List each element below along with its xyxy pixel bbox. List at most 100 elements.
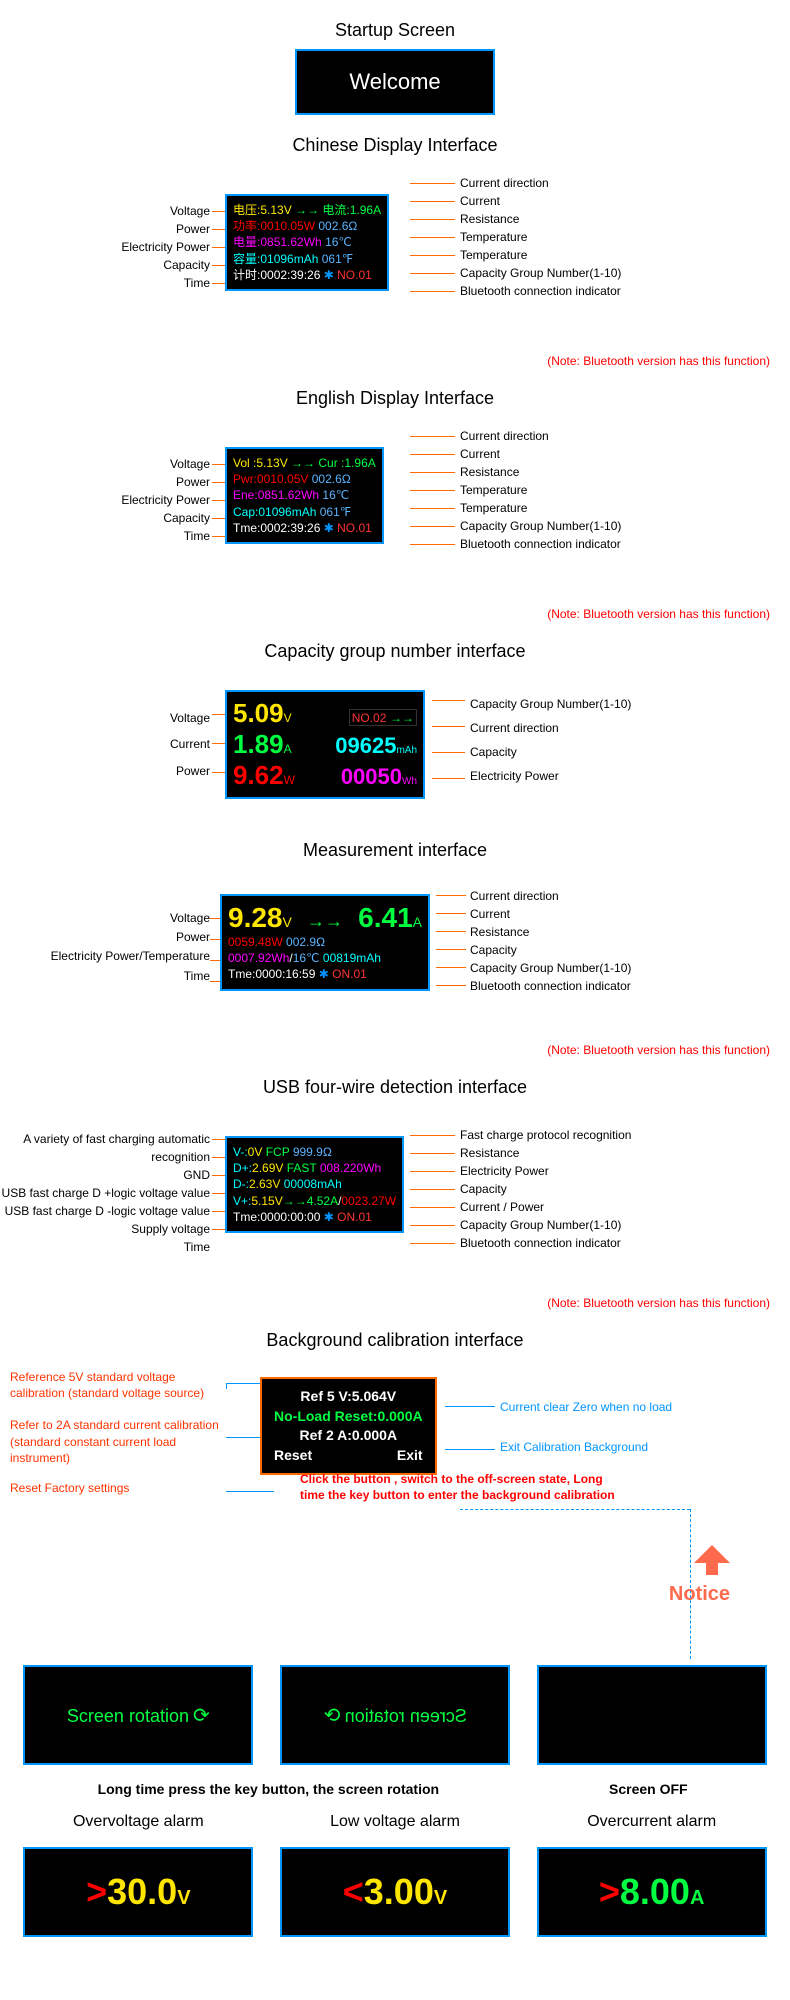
right-label: Current direction [460,427,621,445]
alarm-title-1: Low voltage alarm [272,1813,519,1831]
alarm-title-2: Overcurrent alarm [528,1813,775,1831]
left-label: A variety of fast charging automatic rec… [0,1130,210,1166]
right-label: Current direction [470,716,631,740]
alarm-title-0: Overvoltage alarm [15,1813,262,1831]
measure-lcd: 9.28V →→ 6.41A 0059.48W 002.9Ω 0007.92Wh… [220,894,430,991]
left-label: Electricity Power/Temperature [0,947,210,966]
lcd-row: V+:5.15V→→4.52A/0023.27W [233,1193,396,1209]
english-note: (Note: Bluetooth version has this functi… [0,607,790,621]
right-label: Current [470,905,631,923]
right-label: Electricity Power [470,764,631,788]
screen-row: Screen rotation⟳ Screen rotation⟳ [15,1665,775,1765]
right-label: Capacity Group Number(1-10) [460,264,621,282]
lcd-row: D+:2.69V FAST 008.220Wh [233,1160,396,1176]
right-label: Temperature [460,481,621,499]
left-label: Time [0,967,210,986]
right-label: Bluetooth connection indicator [470,977,631,995]
welcome-text: Welcome [349,69,440,94]
calib-left-0: Reference 5V standard voltage calibratio… [10,1369,220,1401]
measure-title: Measurement interface [0,840,790,861]
right-label: Resistance [460,210,621,228]
alarms-section: Overvoltage alarm Low voltage alarm Overcu… [0,1813,790,1937]
calib-right-0: Current clear Zero when no load [500,1399,672,1415]
left-label: Power [0,758,210,784]
capgroup-title: Capacity group number interface [0,641,790,662]
dash-h [460,1509,690,1510]
right-label: Temperature [460,499,621,517]
arrow-stem [706,1563,718,1575]
left-label: Time [0,527,210,545]
lcd-row: 功率:0010.05W 002.6Ω [233,218,381,234]
notice-text: Notice [669,1583,730,1606]
screen-rotation-2: Screen rotation⟳ [280,1665,510,1765]
right-label: Current / Power [460,1198,631,1216]
left-label: Voltage [0,909,210,928]
right-label: Capacity Group Number(1-10) [470,692,631,716]
screen-off [537,1665,767,1765]
english-title: English Display Interface [0,388,790,409]
lcd-row: 容量:01096mAh 061℉ [233,251,381,267]
alarm-lcd-2: >8.00A [537,1847,767,1937]
screen-rotation-1: Screen rotation⟳ [23,1665,253,1765]
chinese-lcd: 电压:5.13V →→ 电流:1.96A功率:0010.05W 002.6Ω电量… [225,194,389,291]
right-label: Fast charge protocol recognition [460,1126,631,1144]
rotation-caption: Long time press the key button, the scre… [15,1781,522,1797]
capgroup-lcd: 5.09V NO.02 →→ 1.89A 09625mAh 9.62W 0005… [225,690,425,799]
calib-lcd: Ref 5 V:5.064V No-Load Reset:0.000A Ref … [260,1377,437,1475]
left-label: Electricity Power [0,491,210,509]
calib-title: Background calibration interface [0,1330,790,1351]
rotate-icon: ⟳ [324,1703,341,1728]
left-label: Voltage [0,705,210,731]
rot2-text: Screen rotation [344,1706,466,1726]
right-label: Resistance [470,923,631,941]
screen-off-caption: Screen OFF [522,1781,775,1797]
right-label: Capacity Group Number(1-10) [470,959,631,977]
right-label: Electricity Power [460,1162,631,1180]
right-label: Bluetooth connection indicator [460,535,621,553]
left-label: Capacity [0,256,210,274]
right-label: Current [460,192,621,210]
startup-title: Startup Screen [0,20,790,41]
left-label: Voltage [0,455,210,473]
right-label: Resistance [460,1144,631,1162]
usb-title: USB four-wire detection interface [0,1077,790,1098]
left-label: Power [0,928,210,947]
alarm-lcd-0: >30.0V [23,1847,253,1937]
lcd-row: Tme:0002:39:26 ✱ NO.01 [233,520,376,536]
calib-left-1: Refer to 2A standard current calibration… [10,1417,220,1466]
lcd-row: 电压:5.13V →→ 电流:1.96A [233,202,381,218]
right-label: Current [460,445,621,463]
right-label: Capacity Group Number(1-10) [460,1216,631,1234]
left-label: Capacity [0,509,210,527]
left-label: USB fast charge D +logic voltage value [0,1184,210,1202]
lcd-row: Cap:01096mAh 061℉ [233,504,376,520]
usb-lcd: V-:0V FCP 999.9ΩD+:2.69V FAST 008.220WhD… [225,1136,404,1233]
lcd-row: Vol :5.13V →→ Cur :1.96A [233,455,376,471]
chinese-note: (Note: Bluetooth version has this functi… [0,354,790,368]
right-label: Capacity [470,941,631,959]
right-label: Capacity [460,1180,631,1198]
usb-note: (Note: Bluetooth version has this functi… [0,1296,790,1310]
lcd-row: D-:2.63V 00008mAh [233,1176,396,1192]
up-arrow-icon [694,1545,730,1563]
right-label: Resistance [460,463,621,481]
rot1-text: Screen rotation [67,1706,189,1726]
notice-block: Notice [0,1535,790,1655]
left-label: Voltage [0,202,210,220]
left-label: Power [0,473,210,491]
calib-right-1: Exit Calibration Background [500,1439,672,1455]
calib-bottom-note: Click the button , switch to the off-scr… [300,1471,620,1503]
lcd-row: V-:0V FCP 999.9Ω [233,1144,396,1160]
left-label: Electricity Power [0,238,210,256]
startup-section: Startup Screen Welcome [0,20,790,115]
right-label: Bluetooth connection indicator [460,282,621,300]
left-label: USB fast charge D -logic voltage value [0,1202,210,1220]
lcd-row: Tme:0000:00:00 ✱ ON.01 [233,1209,396,1225]
alarm-lcd-1: <3.00V [280,1847,510,1937]
left-label: GND [0,1166,210,1184]
right-label: Capacity [470,740,631,764]
lcd-row: 计时:0002:39:26 ✱ NO.01 [233,267,381,283]
measure-note: (Note: Bluetooth version has this functi… [0,1043,790,1057]
left-label: Current [0,731,210,757]
left-label: Power [0,220,210,238]
